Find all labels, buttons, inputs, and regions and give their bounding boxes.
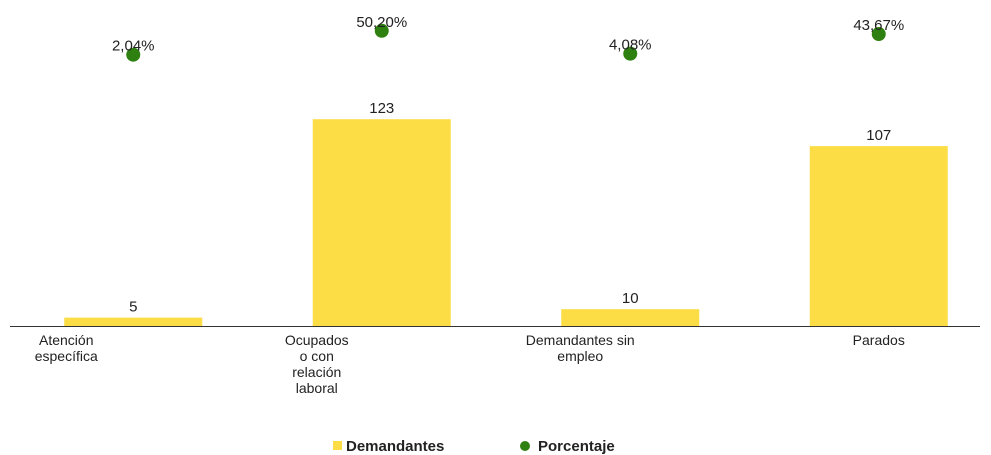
dot-label: 2,04% xyxy=(112,38,155,55)
dot-label: 43,67% xyxy=(853,17,904,34)
dot xyxy=(623,46,638,61)
bar-label: 5 xyxy=(129,299,137,316)
legend-swatch xyxy=(333,441,342,450)
legend-label: Demandantes xyxy=(346,438,444,455)
dot xyxy=(126,47,141,62)
dot xyxy=(374,23,389,38)
dot-label: 50,20% xyxy=(356,14,407,31)
legend-swatch xyxy=(520,441,530,451)
bar-label: 107 xyxy=(866,127,891,144)
bar xyxy=(312,119,451,326)
dot-label: 4,08% xyxy=(609,37,652,54)
legend-label: Porcentaje xyxy=(538,438,615,455)
dot xyxy=(871,27,886,42)
bar-label: 10 xyxy=(622,290,639,307)
x-tick-label: Ocupados o con relación laboral xyxy=(284,332,349,396)
x-tick-label: Atención específica xyxy=(34,332,98,364)
bar xyxy=(64,317,203,326)
x-tick-label: Parados xyxy=(852,332,905,348)
x-tick-label: Demandantes sin empleo xyxy=(525,332,635,364)
bar-label: 123 xyxy=(369,100,394,117)
bar xyxy=(561,309,700,326)
bar xyxy=(809,146,948,326)
